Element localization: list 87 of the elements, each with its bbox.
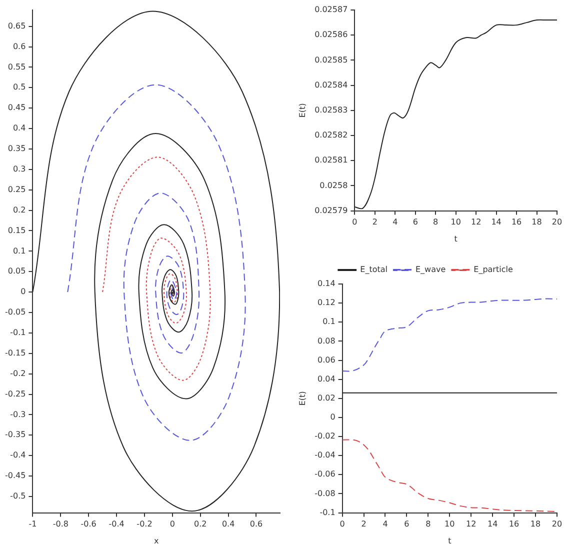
y-tick-label: -0.35 [4,430,26,440]
x-tick-label: 12 [466,520,476,529]
x-tick-label: 0.4 [222,520,235,529]
y-tick-label: -0.2 [10,368,26,378]
x-axis-title: t [454,234,458,244]
y-tick-label: 0.02585 [314,55,348,64]
y-tick-label: -0.1 [10,328,26,338]
y-tick-label: 0.45 [8,103,26,112]
y-tick-label: -0.5 [10,492,26,501]
y-tick-label: 0.65 [8,21,26,30]
x-tick-label: -0.8 [52,520,68,529]
x-tick-label: 4 [392,218,398,227]
x-tick-label: 20 [552,218,562,227]
x-tick-label: 10 [450,218,461,227]
y-tick-label: 0.05 [8,266,26,276]
x-tick-label: 2 [372,218,378,227]
x-tick-label: 8 [433,218,438,227]
y-tick-label: -0.05 [4,308,26,317]
y-tick-label: 0.1 [12,246,26,256]
y-tick-label: 0.12 [317,298,336,308]
y-tick-label: 0.02586 [314,30,348,40]
legend-label: E_wave [415,265,446,274]
legend-label: E_total [360,265,388,274]
x-tick-label: 18 [530,520,541,529]
y-tick-label: 0.02584 [314,80,348,90]
y-tick-label: 0.02583 [314,105,348,114]
y-axis-title: E(t) [298,391,307,406]
y-tick-label: 0.02 [317,393,336,402]
x-tick-label: 6 [412,218,418,227]
y-tick-label: -0.06 [314,470,336,479]
y-tick-label: -0.3 [10,410,26,419]
x-tick-label: 2 [361,520,366,529]
y-tick-label: 0.06 [317,355,336,364]
x-tick-label: 16 [508,520,520,529]
y-tick-label: 0.02582 [314,130,348,140]
x-tick-label: -0.4 [108,520,124,529]
y-tick-label: 0 [330,412,336,422]
y-tick-label: -0.04 [314,450,336,460]
x-tick-label: 14 [491,218,502,227]
y-tick-label: 0.3 [12,164,26,174]
y-tick-label: 0.02579 [314,206,348,215]
y-tick-label: 0.0258 [320,180,348,190]
x-tick-label: 0 [352,218,358,227]
y-tick-label: 0.55 [8,62,26,72]
y-tick-label: -0.4 [10,450,26,460]
x-tick-label: 10 [444,520,455,529]
x-tick-label: 20 [552,520,562,529]
x-tick-label: 6 [404,520,410,529]
y-tick-label: 0.08 [317,336,336,346]
x-tick-label: 0 [170,520,175,529]
x-tick-label: 4 [382,520,388,529]
y-tick-label: 0.1 [322,317,336,326]
x-axis-title: t [448,536,452,546]
y-tick-label: 0 [20,287,26,296]
y-tick-label: -0.1 [320,508,336,517]
y-axis-title: E(t) [298,103,307,118]
x-tick-label: 18 [532,218,542,227]
line-series [342,298,557,372]
line-series [102,156,211,381]
x-axis-title: x [154,536,159,546]
y-tick-label: 0.14 [317,279,336,288]
x-tick-label: 12 [470,218,482,227]
x-tick-label: 0.6 [250,520,263,529]
y-tick-label: -0.45 [4,471,26,480]
y-tick-label: 0.02581 [314,156,348,165]
y-tick-label: -0.02 [314,432,336,441]
y-tick-label: 0.2 [12,205,26,214]
x-tick-label: -1 [28,520,37,529]
x-tick-label: -0.2 [136,520,152,529]
y-tick-label: 0.6 [12,42,26,51]
y-tick-label: 0.4 [12,124,26,133]
y-tick-label: -0.08 [314,488,336,498]
y-tick-label: -0.25 [4,389,26,398]
y-tick-label: 0.04 [317,374,336,384]
y-tick-label: 0.25 [8,184,26,194]
legend-label: E_particle [474,265,513,274]
x-tick-label: 14 [487,520,498,529]
y-tick-label: -0.15 [4,348,26,358]
y-tick-label: 0.35 [8,144,26,154]
x-tick-label: 0.2 [194,520,207,529]
y-tick-label: 0.15 [8,226,26,235]
line-series [67,84,246,441]
y-tick-label: 0.5 [12,82,26,92]
x-tick-label: 8 [426,520,431,529]
x-tick-label: -0.6 [80,520,96,529]
y-tick-label: 0.02587 [314,5,348,14]
x-tick-label: 16 [511,218,522,227]
